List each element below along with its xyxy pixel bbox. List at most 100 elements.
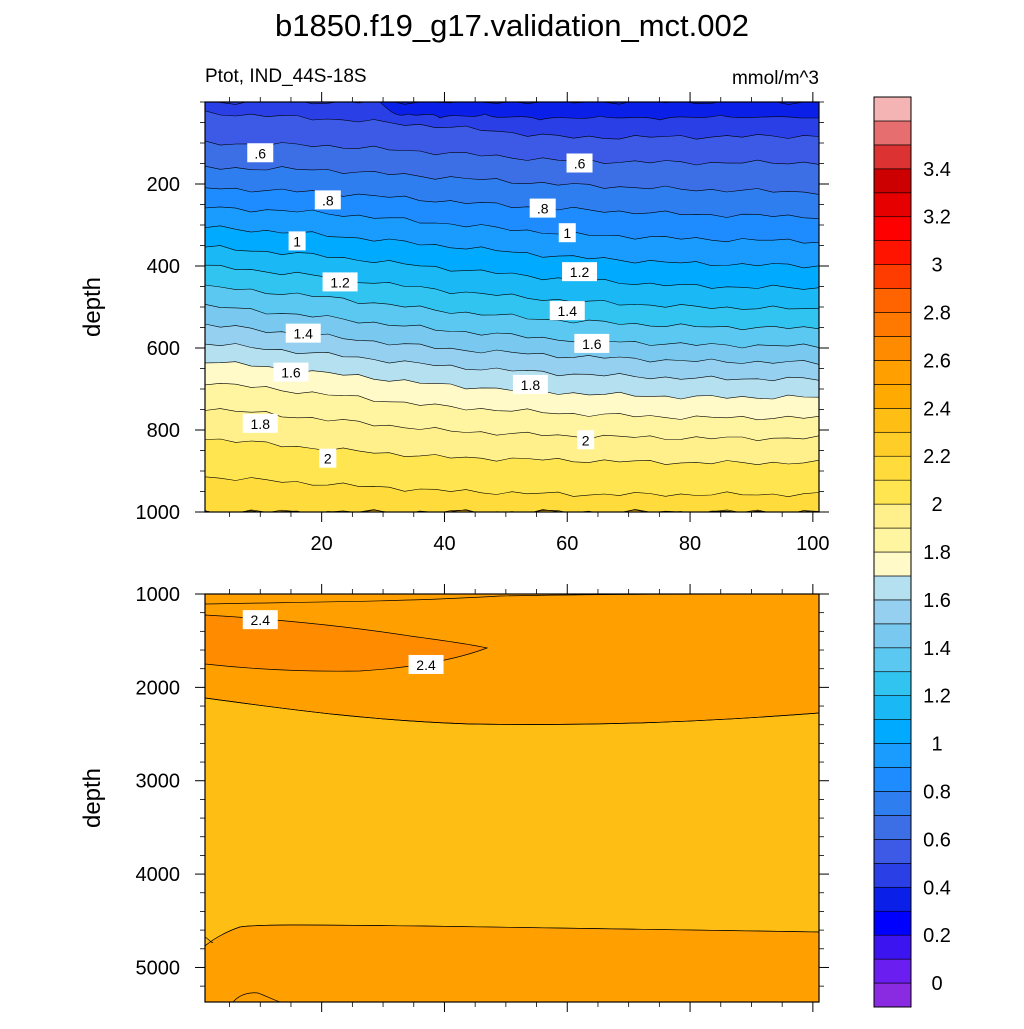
- upper-contour-label-box: [319, 448, 337, 468]
- colorbar-swatch: [873, 336, 912, 361]
- y-tick-label: 400: [147, 256, 180, 278]
- upper-contour-label-box: [322, 272, 358, 292]
- upper-surface-minimum: [379, 102, 819, 121]
- colorbar-tick-label: 2.2: [923, 446, 951, 468]
- lower-contour-line-5: [232, 992, 281, 1002]
- upper-contour-label-box: [566, 153, 593, 173]
- lower-plot-frame: [204, 593, 820, 1003]
- upper-contour-label-box: [288, 231, 306, 251]
- colorbar: 0 0.2 0.4 0.6 0.8 1 1.2 1.4 1.6 1.8 2 2.2 2.4 2.6 2.8 3…: [873, 96, 951, 1008]
- y-tick-label: 1000: [136, 584, 181, 606]
- upper-contour-label-box: [549, 301, 585, 321]
- colorbar-swatch: [873, 743, 912, 768]
- colorbar-swatch: [873, 312, 912, 337]
- colorbar-swatch: [873, 551, 912, 577]
- colorbar-swatch: [873, 288, 912, 313]
- colorbar-swatch: [873, 96, 912, 122]
- upper-contour-line: [205, 264, 819, 310]
- upper-contour-label-box: [562, 262, 598, 282]
- y-tick-label: 800: [147, 420, 180, 442]
- colorbar-tick-label: 1.2: [923, 686, 951, 708]
- upper-contour-label: 1.8: [251, 416, 271, 432]
- colorbar-swatch: [873, 264, 912, 289]
- colorbar-tick-label: 0.6: [923, 829, 951, 851]
- colorbar-swatch: [873, 360, 912, 385]
- colorbar-swatch: [873, 767, 912, 792]
- lower-contour-fill: [205, 594, 819, 1002]
- lower-contour-line-4: [205, 936, 214, 943]
- upper-contour-label-box: [242, 413, 278, 433]
- upper-contour-label: .6: [254, 145, 266, 161]
- y-tick-label: 200: [147, 174, 180, 196]
- upper-level-fill: [205, 476, 819, 512]
- colorbar-swatch: [873, 839, 912, 864]
- lower-contour-line-3: [205, 924, 819, 947]
- lower-ylabel: depth: [79, 768, 106, 828]
- upper-contour-line: [205, 408, 819, 442]
- upper-contour-label: 1.4: [558, 303, 578, 319]
- x-tick-label: 20: [311, 533, 333, 555]
- colorbar-tick-label: 2.8: [923, 303, 951, 325]
- upper-contour-label: 1.6: [281, 365, 301, 381]
- lower-bottom-band-region: [205, 925, 819, 1002]
- colorbar-swatch: [873, 934, 912, 960]
- y-tick-label: 600: [147, 338, 180, 360]
- colorbar-tick-label: 3.4: [923, 159, 951, 181]
- upper-contour-line: [205, 187, 819, 219]
- upper-contour-label-box: [512, 374, 548, 394]
- y-tick-label: 5000: [136, 957, 181, 979]
- colorbar-tick-label: 0: [931, 973, 942, 995]
- upper-contour-label-box: [314, 190, 341, 210]
- colorbar-swatch: [873, 958, 912, 984]
- chart-title: b1850.f19_g17.validation_mct.002: [275, 8, 749, 43]
- y-tick-label: 3000: [136, 771, 181, 793]
- upper-contour-line: [205, 165, 819, 195]
- upper-contour-label: 2: [582, 432, 590, 448]
- upper-contour-line: [205, 206, 819, 244]
- lower-contour-label: 2.4: [416, 657, 436, 673]
- colorbar-tick-label: 1: [931, 734, 942, 756]
- upper-contour-line: [205, 140, 819, 166]
- x-tick-label: 60: [556, 533, 578, 555]
- colorbar-swatch: [873, 216, 912, 241]
- lower-contour-label-box: [242, 610, 278, 630]
- colorbar-swatch: [873, 815, 912, 840]
- lower-contour-labels: 2.4 2.4: [242, 610, 444, 674]
- upper-contour-label-box: [577, 430, 595, 450]
- upper-contour-line: [205, 476, 819, 498]
- colorbar-tick-label: 1.8: [923, 542, 951, 564]
- upper-ylabel: depth: [79, 277, 106, 337]
- colorbar-swatch: [873, 503, 912, 529]
- units-label: mmol/m^3: [732, 68, 819, 89]
- colorbar-swatch: [873, 695, 912, 720]
- colorbar-swatch: [873, 671, 912, 696]
- upper-contour-fill: [205, 102, 819, 512]
- upper-contour-line: [205, 284, 819, 331]
- colorbar-tick-label: 2.4: [923, 398, 951, 420]
- upper-contour-label: 1.2: [330, 274, 350, 290]
- upper-contour-label-box: [285, 323, 321, 343]
- colorbar-tick-label: 3: [931, 255, 942, 277]
- upper-contour-line: [205, 304, 819, 349]
- colorbar-swatch: [873, 479, 912, 505]
- upper-contour-label: 2: [324, 451, 332, 467]
- x-tick-label: 100: [796, 533, 829, 555]
- variable-label: Ptot, IND_44S-18S: [205, 66, 367, 87]
- colorbar-tick-label: 2: [931, 494, 942, 516]
- upper-contour-label: 1.2: [570, 264, 590, 280]
- upper-contour-line: [205, 509, 817, 512]
- y-tick-label: 2000: [136, 677, 181, 699]
- upper-contour-line: [205, 438, 819, 466]
- upper-contour-label: 1.6: [582, 336, 602, 352]
- colorbar-swatch: [873, 791, 912, 816]
- upper-contour-line: [205, 245, 819, 290]
- lower-contour-label-box: [408, 654, 444, 674]
- colorbar-tick-label: 1.6: [923, 590, 951, 612]
- colorbar-swatch: [873, 623, 912, 649]
- upper-contour-label: .8: [537, 201, 549, 217]
- upper-contour-label-box: [558, 223, 576, 243]
- upper-contour-label: 1: [293, 233, 301, 249]
- colorbar-swatch: [873, 168, 912, 194]
- upper-contour-label: 1.8: [521, 377, 541, 393]
